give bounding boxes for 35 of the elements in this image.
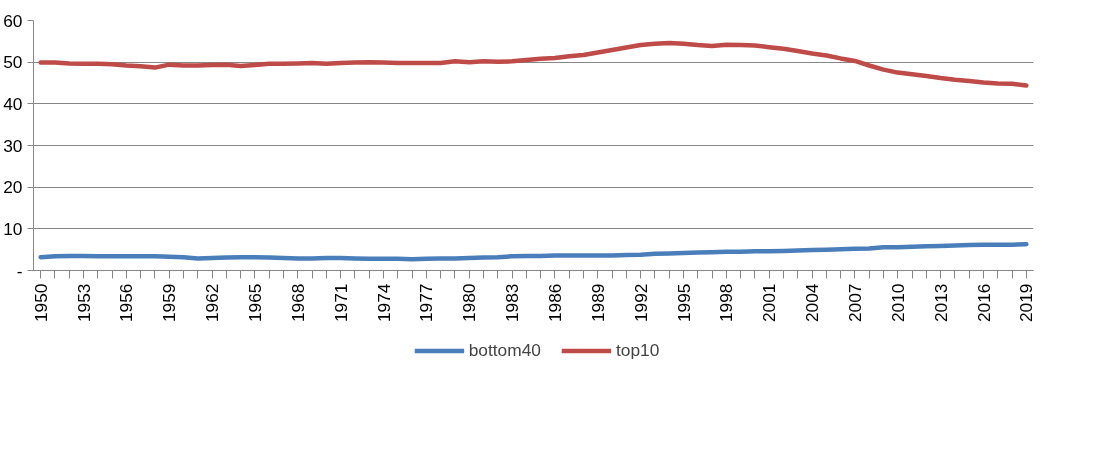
x-tick-label: 1971 xyxy=(330,283,351,323)
x-tick-label: 2013 xyxy=(930,283,951,323)
x-tick-label: 1998 xyxy=(716,283,737,323)
x-tick-label: 1992 xyxy=(630,283,651,323)
x-tick-label: 1968 xyxy=(287,283,308,323)
x-tick-label: 2004 xyxy=(802,283,823,323)
x-tick-label: 2016 xyxy=(973,283,994,323)
x-tick-label: 1974 xyxy=(373,283,394,323)
x-tick-label: 1965 xyxy=(244,283,265,323)
y-tick-label: 40 xyxy=(3,93,23,114)
x-tick-label: 1995 xyxy=(673,283,694,323)
x-tick-label: 2010 xyxy=(887,283,908,323)
x-tick-label: 1962 xyxy=(202,283,223,323)
x-tick-label: 1950 xyxy=(30,283,51,323)
y-tick-label: 60 xyxy=(3,10,23,31)
x-tick-label: 1959 xyxy=(159,283,180,323)
x-tick-label: 1986 xyxy=(544,283,565,323)
line-series xyxy=(38,242,1029,262)
y-tick-label: 50 xyxy=(3,52,23,73)
line-series xyxy=(38,40,1029,88)
y-tick-label: 30 xyxy=(3,135,23,156)
x-tick-label: 1977 xyxy=(416,283,437,323)
x-tick-label: 1989 xyxy=(587,283,608,323)
x-tick-label: 2019 xyxy=(1016,283,1037,323)
x-tick-label: 2001 xyxy=(759,283,780,323)
x-tick-label: 1983 xyxy=(502,283,523,323)
x-tick-label: 2007 xyxy=(844,283,865,323)
y-tick-label: 10 xyxy=(3,218,23,239)
legend-label: top10 xyxy=(615,339,660,361)
legend-label: bottom40 xyxy=(468,339,541,361)
x-tick-label: 1980 xyxy=(459,283,480,323)
x-tick-label: 1953 xyxy=(73,283,94,323)
x-tick-label: 1956 xyxy=(116,283,137,323)
y-tick-label: - xyxy=(16,260,23,281)
y-tick-label: 20 xyxy=(3,177,23,198)
